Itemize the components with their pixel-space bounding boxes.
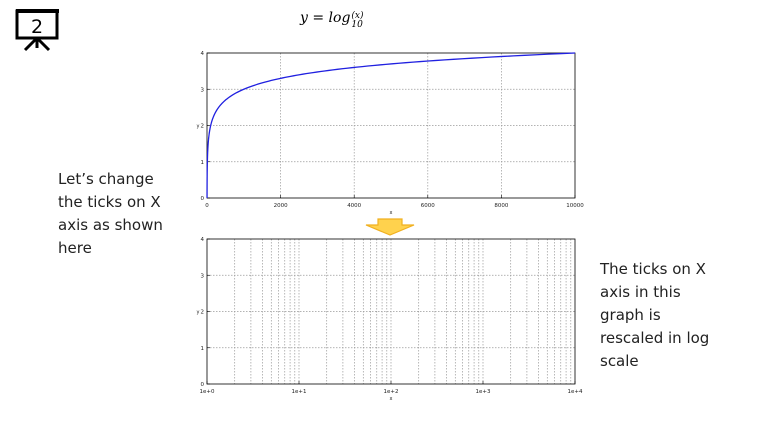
title-prefix: y = log (300, 10, 351, 26)
note-right-line: graph is (600, 306, 661, 324)
note-right-line: scale (600, 352, 639, 370)
note-right-line: The ticks on X (600, 260, 706, 278)
note-right-line: rescaled in log (600, 329, 710, 347)
y-tick-label: 3 (201, 273, 205, 279)
note-left-line: axis as shown (58, 216, 163, 234)
x-tick-label: 1e+4 (568, 389, 583, 395)
y-axis-label: y (197, 310, 200, 316)
y-tick-label: 4 (201, 237, 205, 243)
y-tick-label: 2 (201, 124, 205, 130)
note-left-line: here (58, 239, 92, 257)
slide-title: y = log (x) 10 (300, 10, 460, 40)
x-tick-label: 1e+2 (384, 389, 399, 395)
y-tick-label: 1 (201, 160, 205, 166)
title-superscript: (x) (351, 11, 364, 21)
x-axis-label: x (390, 396, 393, 402)
x-tick-label: 4000 (347, 203, 361, 209)
y-tick-label: 2 (201, 310, 205, 316)
series-line (206, 52, 576, 198)
x-tick-label: 2000 (274, 203, 288, 209)
x-tick-label: 1e+1 (292, 389, 307, 395)
x-tick-label: 8000 (494, 203, 508, 209)
note-left: Let’s change the ticks on X axis as show… (58, 168, 183, 260)
y-tick-label: 0 (201, 382, 205, 388)
log-scale-chart: 1e+0 1e+1 1e+2 1e+3 1e+4 0 1 2 3 4 x y (197, 237, 583, 402)
x-tick-label: 6000 (421, 203, 435, 209)
note-left-line: Let’s change (58, 170, 154, 188)
y-tick-label: 4 (201, 51, 205, 57)
x-tick-label: 1e+0 (200, 389, 215, 395)
note-right: The ticks on X axis in this graph is res… (600, 258, 740, 373)
x-tick-label: 1e+3 (476, 389, 491, 395)
down-arrow-icon (365, 218, 415, 236)
y-tick-label: 1 (201, 346, 205, 352)
y-axis-label: y (197, 124, 200, 130)
y-tick-label: 0 (201, 196, 205, 202)
note-left-line: the ticks on X (58, 193, 161, 211)
x-tick-label: 0 (205, 203, 209, 209)
slide-number: 2 (31, 16, 43, 38)
note-right-line: axis in this (600, 283, 681, 301)
x-tick-label: 10000 (566, 203, 584, 209)
presentation-board-icon: 2 (15, 9, 59, 52)
x-axis-label: x (390, 210, 393, 216)
y-tick-label: 3 (201, 87, 205, 93)
title-subscript: 10 (351, 20, 363, 30)
linear-log-chart: 0 2000 4000 6000 8000 10000 0 1 2 3 4 x y (197, 51, 585, 216)
